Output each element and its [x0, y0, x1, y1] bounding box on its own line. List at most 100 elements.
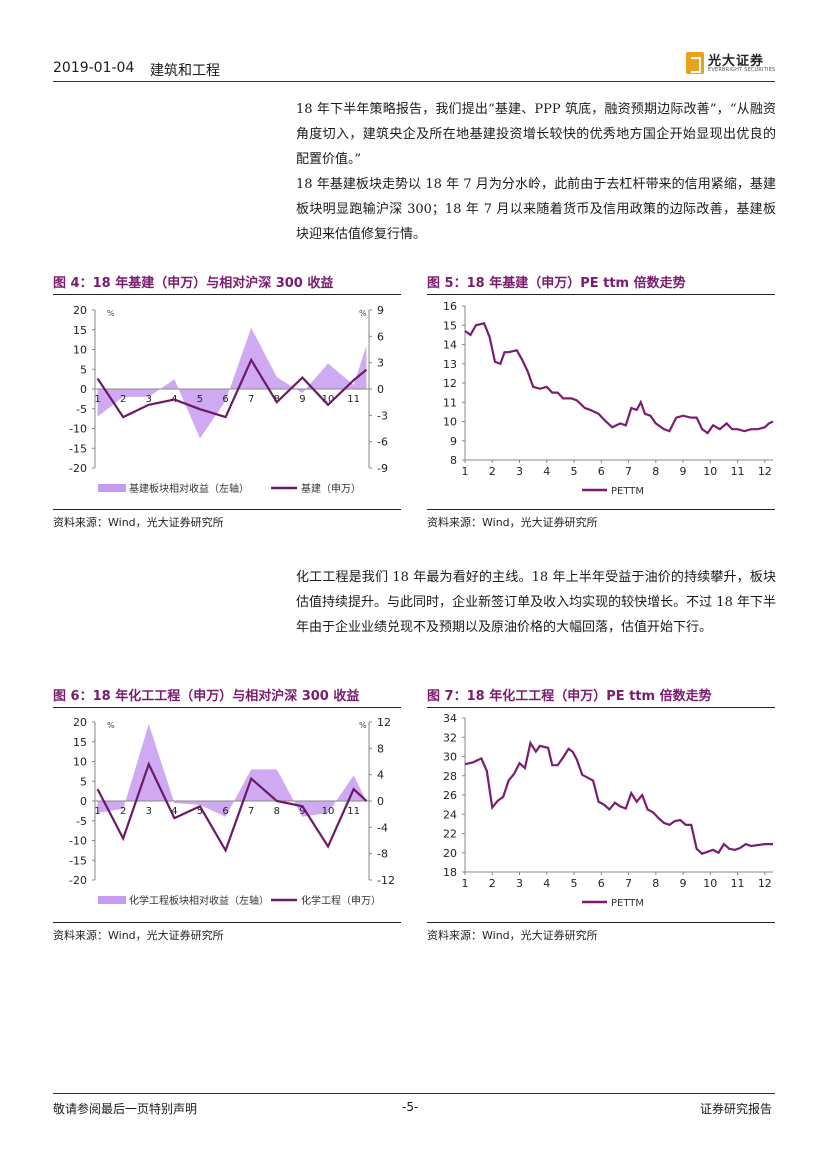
- x-tick-label: 9: [680, 465, 687, 478]
- index-line: [96, 761, 368, 853]
- logo-text-en: EVERBRIGHT SECURITIES: [708, 67, 776, 73]
- x-tick-label: 8: [652, 465, 659, 478]
- x-tick-label: 6: [598, 877, 605, 890]
- x-tick-label: 10: [703, 465, 717, 478]
- header-title: 建筑和工程: [150, 63, 220, 79]
- figure-4-bottom-rule: [53, 509, 401, 510]
- paragraph-chemical: 化工工程是我们 18 年最为看好的主线。18 年上半年受益于油价的持续攀升，板块…: [296, 570, 776, 635]
- right-tick-label: 9: [377, 304, 384, 317]
- x-tick-label: 12: [758, 465, 772, 478]
- y-tick-label: 20: [443, 847, 457, 860]
- x-tick-label: 11: [731, 877, 745, 890]
- logo-text-cn: 光大证券: [708, 54, 765, 69]
- figure-7-source: 资料来源：Wind，光大证券研究所: [427, 929, 598, 942]
- left-tick-label: -10: [69, 835, 87, 848]
- legend-label: PETTM: [611, 486, 644, 497]
- left-tick-label: 5: [80, 775, 87, 788]
- y-tick-label: 26: [443, 789, 457, 802]
- right-tick-label: 3: [377, 357, 384, 370]
- x-tick-label: 11: [347, 806, 360, 817]
- left-tick-label: 0: [80, 795, 87, 808]
- x-tick-label: 10: [322, 394, 335, 405]
- left-tick-label: 10: [73, 344, 87, 357]
- left-tick-label: -5: [76, 403, 87, 416]
- y-tick-label: 16: [443, 300, 457, 313]
- x-tick-label: 7: [625, 877, 632, 890]
- y-tick-label: 24: [443, 808, 457, 821]
- x-tick-label: 6: [222, 394, 228, 405]
- right-tick-label: -12: [377, 874, 395, 887]
- page-number: -5-: [402, 1100, 419, 1114]
- left-unit-label: %: [107, 721, 115, 730]
- x-tick-label: 4: [171, 806, 177, 817]
- y-tick-label: 22: [443, 828, 457, 841]
- pe-ttm-line: [464, 740, 773, 855]
- x-tick-label: 1: [94, 394, 100, 405]
- figure-6-source: 资料来源：Wind，光大证券研究所: [53, 929, 224, 942]
- x-tick-label: 10: [322, 806, 335, 817]
- left-tick-label: 15: [73, 324, 87, 337]
- x-tick-label: 8: [274, 394, 280, 405]
- x-tick-label: 12: [758, 877, 772, 890]
- y-tick-label: 12: [443, 377, 457, 390]
- x-tick-label: 9: [299, 394, 305, 405]
- x-tick-label: 2: [489, 465, 496, 478]
- x-tick-label: 9: [299, 806, 305, 817]
- x-tick-label: 11: [347, 394, 360, 405]
- paragraph-strategy: 18 年下半年策略报告，我们提出“基建、PPP 筑底，融资预期边际改善”，“从融…: [296, 102, 776, 167]
- legend-line-label: 基建（申万）: [301, 482, 361, 495]
- left-tick-label: 20: [73, 304, 87, 317]
- y-tick-label: 13: [443, 358, 457, 371]
- x-tick-label: 7: [625, 465, 632, 478]
- x-tick-label: 2: [489, 877, 496, 890]
- x-tick-label: 6: [222, 806, 228, 817]
- x-tick-label: 5: [197, 394, 203, 405]
- footer-report-type: 证券研究报告: [700, 1102, 773, 1116]
- figure-4-source: 资料来源：Wind，光大证券研究所: [53, 516, 224, 529]
- x-tick-label: 3: [146, 394, 152, 405]
- right-tick-label: -3: [377, 409, 388, 422]
- y-tick-label: 14: [443, 339, 457, 352]
- x-tick-label: 2: [120, 806, 126, 817]
- y-tick-label: 28: [443, 770, 457, 783]
- logo-icon: [686, 52, 704, 74]
- x-tick-label: 3: [516, 465, 523, 478]
- figure-4-rule: [53, 294, 401, 295]
- header-divider: [53, 81, 775, 82]
- left-tick-label: -15: [69, 854, 87, 867]
- x-tick-label: 11: [731, 465, 745, 478]
- left-tick-label: 10: [73, 756, 87, 769]
- left-tick-label: -20: [69, 462, 87, 475]
- y-tick-label: 34: [443, 712, 457, 725]
- x-tick-label: 1: [462, 877, 469, 890]
- left-tick-label: 0: [80, 383, 87, 396]
- figure-5-title: 图 5：18 年基建（申万）PE ttm 倍数走势: [427, 276, 686, 291]
- x-tick-label: 4: [543, 877, 550, 890]
- index-line: [96, 357, 368, 419]
- figure-5-source: 资料来源：Wind，光大证券研究所: [427, 516, 598, 529]
- x-tick-label: 4: [543, 465, 550, 478]
- right-tick-label: -4: [377, 821, 388, 834]
- footer-divider: [53, 1093, 775, 1094]
- x-tick-label: 7: [248, 394, 254, 405]
- left-tick-label: 20: [73, 716, 87, 729]
- right-tick-label: 8: [377, 742, 384, 755]
- left-tick-label: -5: [76, 815, 87, 828]
- pe-ttm-line: [464, 322, 774, 435]
- x-tick-label: 8: [274, 806, 280, 817]
- legend-label: PETTM: [611, 898, 644, 909]
- figure-4-title: 图 4：18 年基建（申万）与相对沪深 300 收益: [53, 276, 334, 291]
- x-tick-label: 2: [120, 394, 126, 405]
- x-tick-label: 1: [462, 465, 469, 478]
- left-unit-label: %: [107, 309, 115, 318]
- left-tick-label: 15: [73, 736, 87, 749]
- legend-area-swatch: [98, 484, 126, 492]
- y-tick-label: 8: [450, 454, 457, 467]
- legend-area-label: 化学工程板块相对收益（左轴）: [129, 894, 269, 907]
- y-tick-label: 32: [443, 731, 457, 744]
- company-logo: 光大证券 EVERBRIGHT SECURITIES: [686, 50, 781, 78]
- x-tick-label: 1: [94, 806, 100, 817]
- figure-7-bottom-rule: [427, 922, 775, 923]
